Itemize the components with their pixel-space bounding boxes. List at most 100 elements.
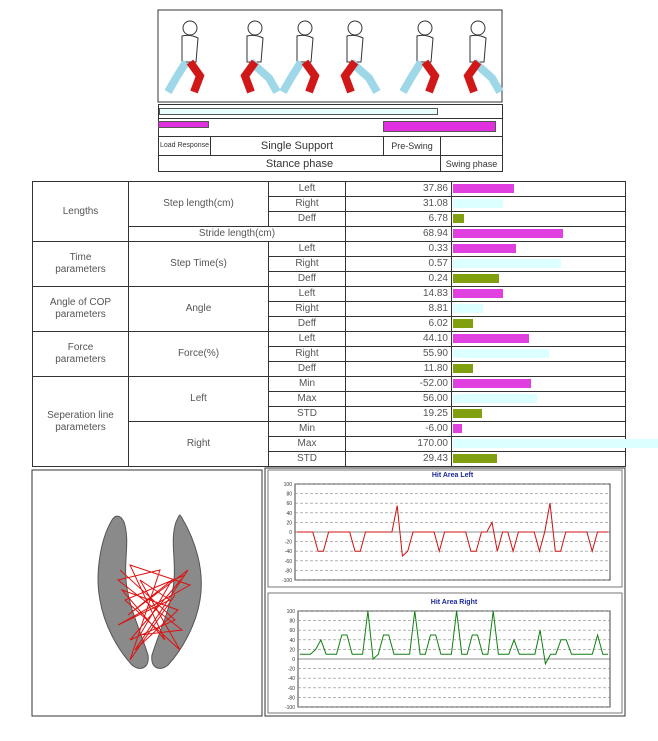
y-tick-label: -80 <box>285 568 292 574</box>
row-value: 68.94 <box>345 226 452 242</box>
head <box>297 20 313 36</box>
head <box>470 20 486 36</box>
value-bar <box>453 229 564 238</box>
bar-cell <box>451 316 626 332</box>
cop-trace <box>116 564 192 661</box>
leg-back <box>164 59 190 94</box>
row-name: Max <box>268 391 346 407</box>
y-tick-label: -40 <box>285 549 292 555</box>
phase-bar <box>159 108 438 115</box>
bar-cell <box>451 421 626 437</box>
value-bar <box>453 364 474 373</box>
row-name: Deff <box>268 316 346 332</box>
row-name: Right <box>268 346 346 362</box>
y-tick-label: 60 <box>286 501 292 507</box>
value-bar <box>453 409 482 418</box>
leg-front <box>463 59 482 94</box>
row-name: Deff <box>268 211 346 227</box>
value-bar <box>453 319 474 328</box>
y-tick-label: 20 <box>286 520 292 526</box>
item-label: Stride length(cm) <box>128 226 346 242</box>
item-label: Step length(cm) <box>128 181 269 227</box>
head <box>417 20 433 36</box>
right-foot <box>151 514 202 669</box>
leg-back <box>279 59 305 94</box>
y-tick-label: 20 <box>289 647 295 653</box>
phase-empty <box>440 136 503 156</box>
item-label: Angle <box>128 286 269 332</box>
row-name: Min <box>268 421 346 437</box>
row-name: Left <box>268 241 346 257</box>
signal-line <box>297 503 608 558</box>
value-bar <box>453 184 514 193</box>
group-label: Lengths <box>32 181 129 242</box>
row-name: Left <box>268 181 346 197</box>
row-value: 56.00 <box>345 391 452 407</box>
stance-label: Stance phase <box>158 155 441 172</box>
value-bar <box>453 199 503 208</box>
phase-label: Single Support <box>210 136 384 156</box>
row-name: Min <box>268 376 346 392</box>
chart-title: Hit Area Right <box>431 599 478 606</box>
torso <box>181 34 199 63</box>
row-name: Left <box>268 331 346 347</box>
value-bar <box>453 424 462 433</box>
leg-back <box>348 59 381 94</box>
y-tick-label: 0 <box>289 530 292 536</box>
phase-label: Pre-Swing <box>383 136 441 156</box>
phase-bar <box>158 121 209 128</box>
y-tick-label: 40 <box>289 638 295 644</box>
group-label: Time parameters <box>32 241 129 287</box>
row-name: Max <box>268 436 346 452</box>
value-bar <box>453 394 537 403</box>
group-label: Angle of COP parameters <box>32 286 129 332</box>
left-foot <box>97 515 149 669</box>
torso <box>296 34 314 63</box>
row-value: 170.00 <box>345 436 452 452</box>
head <box>182 20 198 36</box>
chart-title: Hit Area Left <box>432 472 474 479</box>
value-bar <box>453 334 529 343</box>
group-label: Force parameters <box>32 331 129 377</box>
row-name: Deff <box>268 361 346 377</box>
row-value: 44.10 <box>345 331 452 347</box>
figures-frame <box>157 9 503 103</box>
row-value: 0.24 <box>345 271 452 287</box>
row-value: -52.00 <box>345 376 452 392</box>
y-tick-label: 60 <box>289 628 295 634</box>
leg-front <box>240 59 259 94</box>
bar-cell <box>451 211 626 227</box>
walking-figures <box>164 20 504 94</box>
row-value: 19.25 <box>345 406 452 422</box>
row-value: 37.86 <box>345 181 452 197</box>
leg-front <box>340 59 359 94</box>
item-label: Left <box>128 376 269 422</box>
item-label: Right <box>128 421 269 467</box>
torso <box>246 34 264 63</box>
row-value: 6.02 <box>345 316 452 332</box>
y-tick-label: -20 <box>285 540 292 546</box>
leg-front <box>301 59 320 94</box>
value-bar <box>453 214 464 223</box>
row-name: STD <box>268 451 346 467</box>
bar-cell <box>451 361 626 377</box>
leg-front <box>421 59 440 94</box>
footprint <box>97 514 202 669</box>
value-bar <box>453 274 499 283</box>
y-tick-label: 40 <box>286 511 292 517</box>
row-name: STD <box>268 406 346 422</box>
row-value: 29.43 <box>345 451 452 467</box>
item-label: Force(%) <box>128 331 269 377</box>
row-name: Left <box>268 286 346 302</box>
y-tick-label: -100 <box>282 578 292 584</box>
row-name: Right <box>268 256 346 272</box>
y-tick-label: -40 <box>288 676 295 682</box>
y-tick-label: -100 <box>285 705 295 711</box>
row-value: 0.33 <box>345 241 452 257</box>
y-tick-label: 100 <box>287 609 296 615</box>
torso <box>469 34 487 63</box>
row-value: 11.80 <box>345 361 452 377</box>
row-value: 6.78 <box>345 211 452 227</box>
leg-front <box>186 59 205 94</box>
